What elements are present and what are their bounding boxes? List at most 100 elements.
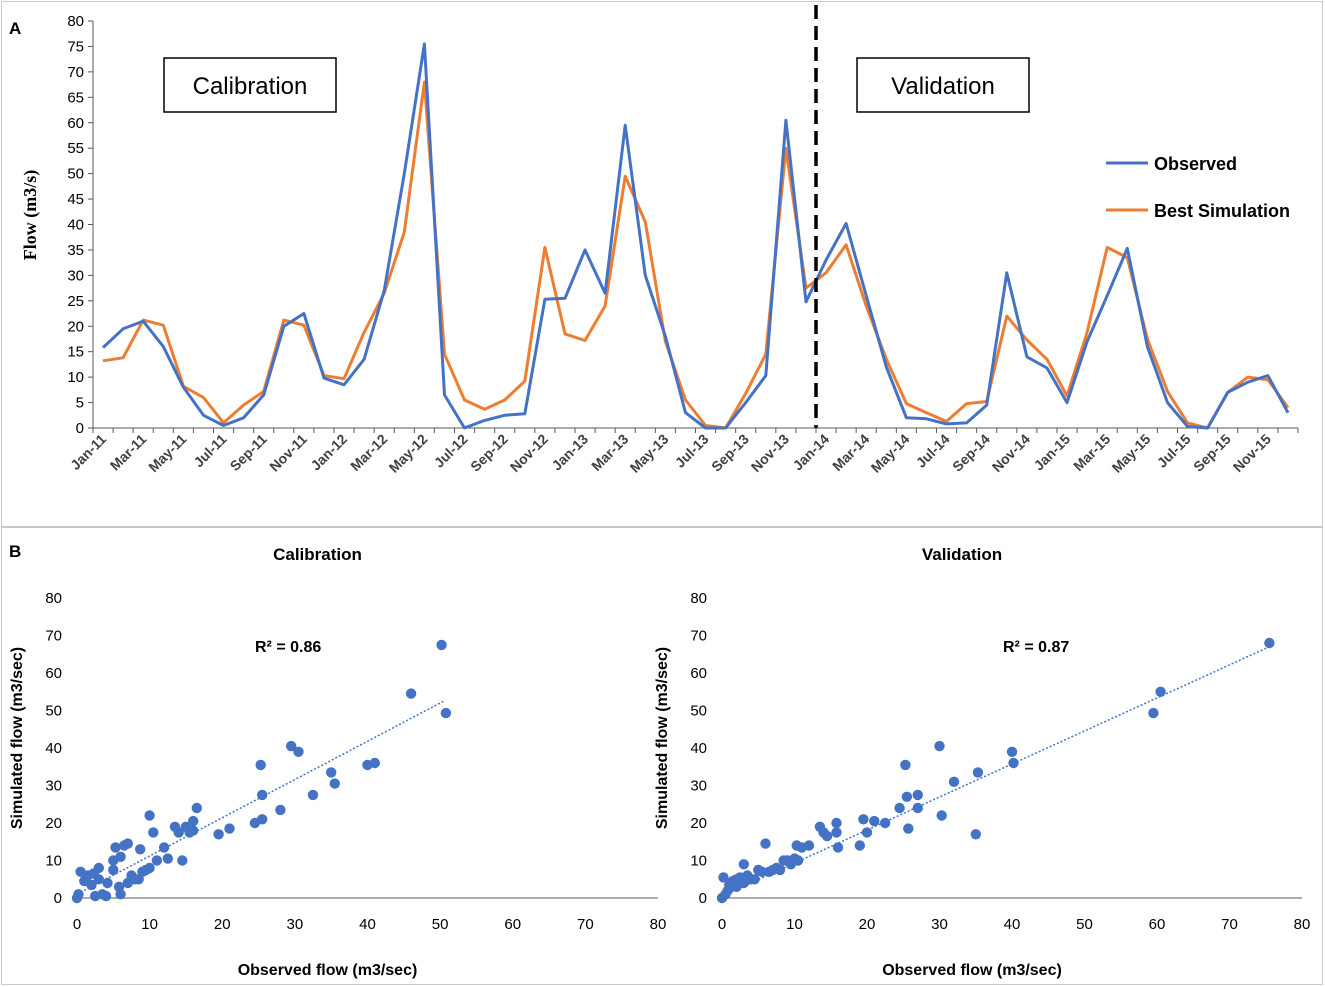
x-tick-label: Sep-12 <box>467 431 511 475</box>
scatter-point <box>257 789 268 801</box>
y-tick-label: 80 <box>45 590 62 607</box>
scatter-point <box>188 815 199 827</box>
scatter-point <box>148 827 159 838</box>
calibration-box <box>163 57 337 113</box>
x-tick-label: Nov-14 <box>989 431 1033 475</box>
scatter-point <box>224 823 235 834</box>
panel-b-letter: B <box>9 542 21 561</box>
x-tick-label: Jan-13 <box>548 431 591 474</box>
scatter-point <box>151 855 163 866</box>
scatter-point <box>257 814 268 825</box>
x-tick-label: 70 <box>1221 916 1238 933</box>
y-tick-label: 40 <box>45 740 62 757</box>
x-tick-label: Mar-11 <box>107 431 150 474</box>
scatter-point <box>115 889 126 900</box>
y-tick-label: 70 <box>45 628 62 645</box>
scatter-point <box>275 804 286 816</box>
scatter-point <box>108 864 119 876</box>
scatter-point <box>436 639 447 651</box>
scatter-calibration: Calibration 0 10 20 30 40 50 60 70 80 0 10 20 30 40 50 6… <box>9 545 666 979</box>
y-axis-label: Simulated flow (m3/sec) <box>654 647 671 829</box>
y-tick-label: 65 <box>67 89 84 106</box>
y-tick-label: 80 <box>690 590 707 607</box>
panel-b-border <box>1 527 1323 985</box>
x-tick-label: Jan-15 <box>1030 431 1073 474</box>
x-tick-label: 0 <box>73 916 81 933</box>
scatter-point <box>972 767 984 778</box>
scatter-point <box>162 853 173 864</box>
x-tick-label: 20 <box>859 916 876 933</box>
y-tick-label: 30 <box>45 778 62 795</box>
y-tick-label: 50 <box>67 166 84 183</box>
scatter-point <box>903 823 914 834</box>
scatter-point <box>144 862 155 874</box>
y-tick-label: 60 <box>690 665 707 682</box>
y-tick-label: 60 <box>67 115 84 132</box>
x-tick-label: Jul-12 <box>431 431 471 471</box>
x-tick-label: 30 <box>931 916 948 933</box>
scatter-point <box>191 802 202 814</box>
scatter-point <box>1008 757 1019 769</box>
scatter-point <box>912 789 923 801</box>
trendline <box>76 700 445 895</box>
trendline <box>721 646 1270 897</box>
x-tick-label: Mar-15 <box>1070 431 1113 474</box>
x-tick-label: 80 <box>1294 916 1311 933</box>
scatter-point <box>122 838 133 849</box>
scatter-point <box>110 842 121 853</box>
scatter-point <box>821 830 833 842</box>
y-ticks: 0 5 10 15 20 25 30 35 40 45 50 55 60 65 70 75 80 <box>67 13 93 437</box>
scatter-point <box>832 842 844 853</box>
series-group <box>101 42 1290 430</box>
scatter-point <box>861 827 873 838</box>
x-tick-label: Sep-14 <box>949 431 993 475</box>
x-tick-label: May-14 <box>868 431 913 476</box>
scatter-point <box>1155 686 1166 697</box>
y-tick-label: 10 <box>45 853 62 870</box>
x-tick-label: 60 <box>1149 916 1166 933</box>
scatter-point <box>869 815 880 827</box>
x-tick-label: Mar-13 <box>588 431 631 474</box>
scatter-title: Calibration <box>273 545 362 564</box>
scatter-point <box>93 862 105 874</box>
x-tick-label: Mar-14 <box>829 431 872 474</box>
scatter-point <box>329 778 340 789</box>
scatter-point <box>100 890 112 902</box>
scatter-point <box>293 746 304 757</box>
scatter-point <box>115 851 126 862</box>
y-tick-label: 25 <box>67 293 84 310</box>
scatter-point <box>1006 746 1018 757</box>
scatter-point <box>102 877 113 889</box>
y-tick-label: 40 <box>67 217 84 234</box>
y-axis-label: Flow (m3/s) <box>20 170 41 260</box>
y-tick-label: 80 <box>67 13 84 30</box>
series-line-observed <box>101 42 1290 430</box>
scatter-point <box>854 840 865 851</box>
y-tick-label: 0 <box>76 420 84 437</box>
x-tick-label: 40 <box>359 916 376 933</box>
scatter-point <box>177 855 188 866</box>
y-tick-label: 70 <box>690 628 707 645</box>
x-tick-label: 40 <box>1004 916 1021 933</box>
scatter-point <box>255 759 266 771</box>
scatter-point <box>912 802 923 814</box>
x-tick-label: May-11 <box>145 431 189 475</box>
r-squared-label: R² = 0.87 <box>1003 639 1069 656</box>
y-tick-label: 10 <box>67 369 84 386</box>
scatter-point <box>936 810 947 821</box>
y-tick-label: 75 <box>67 38 84 55</box>
scatter-point <box>1264 637 1275 649</box>
scatter-point <box>718 872 729 883</box>
scatter-point <box>73 889 84 900</box>
scatter-point <box>792 855 804 866</box>
scatter-point <box>307 789 319 801</box>
scatter-point <box>144 810 155 821</box>
x-tick-label: 20 <box>214 916 231 933</box>
x-tick-label: 70 <box>577 916 594 933</box>
y-tick-label: 5 <box>76 395 84 412</box>
scatter-validation: Validation 0 10 20 30 40 50 60 70 80 0 10 20 30 40 50 60… <box>654 545 1310 979</box>
scatter-point <box>738 859 749 870</box>
scatter-point <box>135 844 146 855</box>
y-tick-label: 55 <box>67 140 84 157</box>
